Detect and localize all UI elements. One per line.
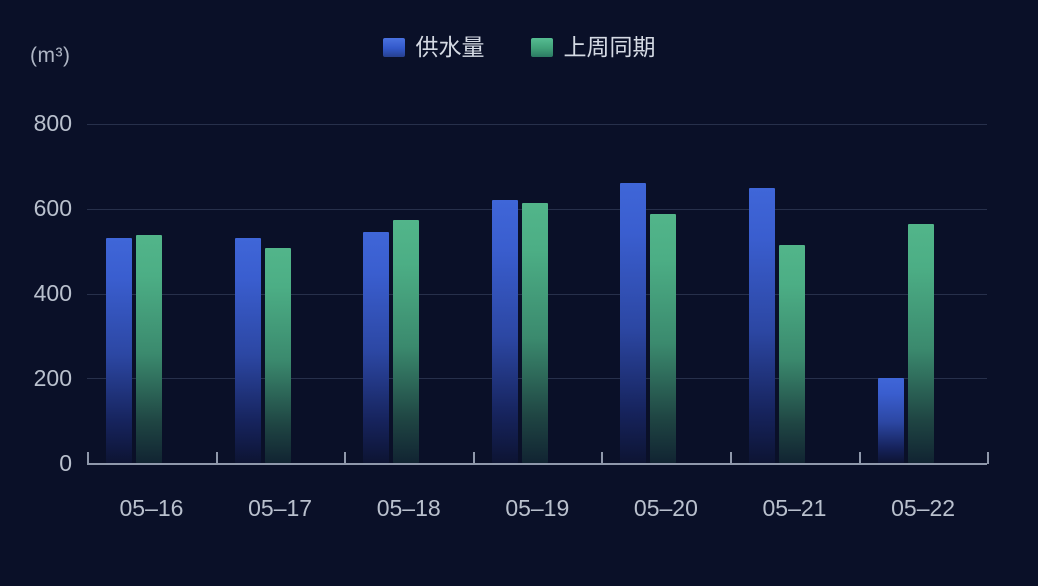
y-axis-tick-labels: 800 600 400 200 0 [0, 0, 72, 586]
bar-group [87, 124, 216, 463]
bar-group [859, 124, 988, 463]
y-axis-unit-label: (m³) [30, 44, 71, 67]
bar-supply[interactable] [234, 238, 261, 463]
y-tick-label: 0 [59, 450, 72, 476]
legend-item-last-week[interactable]: 上周同期 [530, 34, 656, 60]
x-axis-tick [472, 452, 475, 464]
y-axis-origin-tick [87, 452, 89, 465]
x-tick-label: 05–17 [248, 495, 313, 521]
bar-group [344, 124, 473, 463]
x-axis-tick [987, 452, 990, 464]
plot-area [87, 124, 987, 463]
bar-last-week[interactable] [779, 244, 805, 463]
gridline-800 [87, 124, 987, 125]
bar-supply[interactable] [106, 238, 132, 463]
square-swatch-icon [382, 38, 405, 57]
x-axis-tick [344, 452, 347, 464]
bar-last-week[interactable] [907, 224, 934, 463]
x-axis-tick [730, 452, 732, 464]
square-swatch-icon [530, 38, 553, 57]
legend-label-last-week: 上周同期 [563, 34, 656, 60]
x-tick-label: 05–16 [119, 495, 184, 521]
bar-supply[interactable] [749, 187, 775, 463]
x-tick-label: 05–20 [633, 495, 698, 521]
x-tick-label: 05–19 [505, 495, 570, 521]
bar-group [216, 124, 345, 463]
x-tick-label: 05–22 [891, 495, 956, 521]
bar-last-week[interactable] [136, 235, 162, 463]
bar-last-week[interactable] [521, 203, 548, 463]
x-axis-tick [601, 452, 604, 464]
x-axis-tick [858, 452, 861, 464]
y-tick-label: 800 [33, 110, 72, 136]
chart-legend: 供水量 上周同期 [0, 36, 1038, 59]
x-tick-label: 05–21 [762, 495, 827, 521]
y-tick-label: 600 [33, 195, 72, 221]
x-axis-tick [215, 452, 218, 464]
y-tick-label: 200 [33, 365, 72, 391]
bar-group [473, 124, 602, 463]
x-tick-label: 05–18 [376, 495, 441, 521]
bar-supply[interactable] [877, 378, 904, 463]
legend-item-supply[interactable]: 供水量 [382, 34, 485, 60]
bar-supply[interactable] [620, 183, 647, 463]
bar-group [730, 124, 859, 463]
x-axis-line [87, 463, 987, 465]
bar-supply[interactable] [491, 199, 518, 463]
bar-last-week[interactable] [393, 220, 420, 463]
bar-group [601, 124, 730, 463]
bar-last-week[interactable] [650, 213, 677, 463]
y-tick-label: 400 [33, 280, 72, 306]
bar-supply[interactable] [363, 232, 390, 463]
legend-label-supply: 供水量 [415, 34, 485, 60]
bar-last-week[interactable] [264, 247, 291, 463]
